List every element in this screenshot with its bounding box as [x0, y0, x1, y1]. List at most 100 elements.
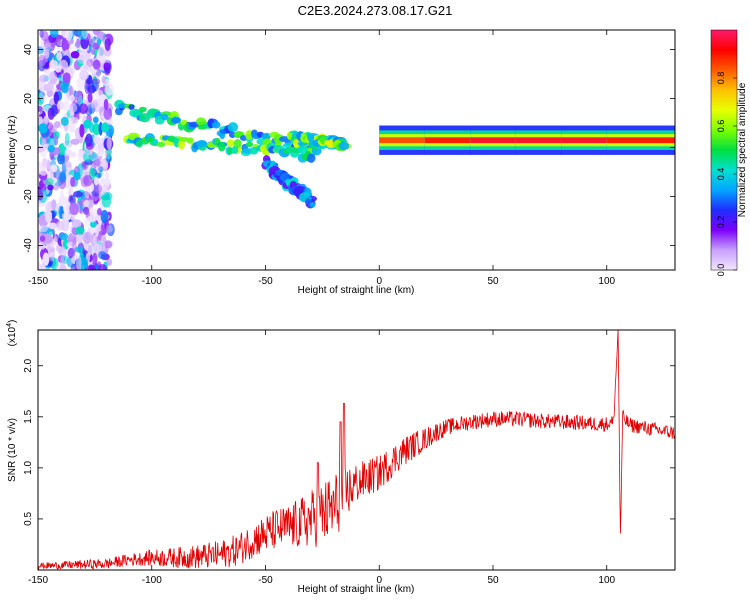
spectrogram-streak-blob	[293, 138, 301, 149]
snr-x-tick-label: -150	[28, 575, 48, 586]
spectrogram-noise-blob	[68, 122, 76, 133]
spectrogram-noise-blob	[88, 199, 94, 208]
snr-y-multiplier-base: (x10	[7, 326, 18, 346]
spectrogram-noise-blob	[39, 74, 48, 83]
snr-x-ticks: -150 -100 -50 0 50 100	[28, 330, 616, 586]
spectrogram-streak-blob	[170, 117, 181, 124]
spectrogram-noise-blob	[56, 38, 61, 46]
spectrogram-noise-blob	[62, 205, 68, 213]
spectrogram-noise-blob	[57, 153, 65, 165]
spectrogram-noise-blob	[93, 243, 102, 254]
spectrogram-streak-blob	[297, 144, 308, 154]
spectrogram-noise-blob	[56, 52, 63, 61]
spectrogram-noise-blob	[52, 183, 60, 191]
spectrogram-streak-blob	[309, 202, 316, 208]
spectrogram-noise-blob	[92, 59, 101, 70]
spectrogram-noise-blob	[104, 171, 110, 181]
spectrogram-noise-blob	[67, 188, 74, 196]
spectrogram-noise-blob	[90, 48, 95, 55]
spectrogram-streak-blob	[249, 146, 259, 155]
spectrogram-streak-blob	[233, 138, 242, 149]
spectrogram-noise-blob	[49, 71, 58, 85]
spectrogram-noise-blob	[72, 219, 82, 229]
spectrogram-noise-blob	[53, 91, 60, 105]
spectrogram-noise-blob	[98, 46, 105, 57]
spectrogram-noise-blob	[83, 119, 92, 129]
spectrogram-y-tick-label: 0	[23, 144, 34, 150]
spectrogram-panel: -150 -100 -50 0 50 100 -40 -20 0 20 40 Height of …	[7, 29, 676, 296]
spectrogram-noise-blob	[61, 83, 69, 94]
spectrogram-streak-blob	[245, 141, 254, 148]
snr-y-tick-label: 0.5	[23, 512, 34, 526]
snr-x-tick-label: 50	[487, 575, 499, 586]
spectrogram-noise-blob	[38, 46, 45, 55]
spectrogram-noise-blob	[64, 161, 72, 168]
spectrogram-streak-blob	[227, 122, 239, 133]
spectrogram-noise-blob	[47, 137, 57, 147]
spectrogram-frame	[37, 29, 676, 271]
spectrogram-noise-blob	[83, 199, 90, 208]
spectrogram-content	[38, 30, 675, 270]
spectrogram-x-tick-label: -100	[142, 276, 162, 287]
spectrogram-band	[515, 137, 562, 144]
snr-y-tick-label: 2.0	[23, 358, 34, 372]
spectrogram-noise-blob	[79, 123, 85, 138]
spectrogram-noise-blob	[87, 215, 97, 223]
spectrogram-noise-blob	[45, 210, 53, 224]
spectrogram-noise-blob	[50, 30, 59, 38]
spectrogram-noise-blob	[92, 123, 101, 136]
spectrogram-noise-blob	[41, 138, 47, 152]
spectrogram-streak-blob	[196, 139, 208, 148]
spectrogram-noise-blob	[58, 205, 63, 220]
spectrogram-y-ticks: -40 -20 0 20 40	[23, 44, 675, 253]
snr-x-tick-label: -100	[142, 575, 162, 586]
spectrogram-noise-blob	[101, 122, 110, 133]
spectrogram-noise-blob	[75, 226, 85, 235]
spectrogram-y-label: Frequency (Hz)	[7, 116, 18, 185]
spectrogram-noise-blob	[39, 166, 48, 176]
spectrogram-noise-blob	[82, 231, 92, 244]
spectrogram-noise-blob	[86, 60, 92, 72]
spectrogram-noise-blob	[62, 72, 71, 84]
spectrogram-noise-blob	[105, 155, 112, 163]
spectrogram-band	[470, 137, 517, 144]
snr-y-tick-label: 1.0	[23, 460, 34, 474]
spectrogram-noise-blob	[85, 143, 94, 150]
spectrogram-noise-blob	[100, 209, 109, 224]
spectrogram-streak-blob	[156, 141, 166, 148]
snr-x-tick-label: 0	[376, 575, 382, 586]
spectrogram-noise-blob	[104, 38, 111, 51]
spectrogram-noise-blob	[103, 98, 109, 111]
spectrogram-noise-blob	[46, 122, 54, 131]
spectrogram-noise-blob	[105, 258, 113, 266]
colorbar-ticks: 0.0 0.2 0.4 0.6 0.8	[716, 72, 737, 276]
spectrogram-streak-blob	[138, 106, 147, 113]
spectrogram-noise-blob	[70, 51, 80, 59]
spectrogram-noise-blob	[96, 38, 102, 45]
spectrogram-noise-blob	[42, 234, 53, 244]
spectrogram-noise-blob	[76, 38, 81, 49]
spectrogram-noise-blob	[72, 237, 77, 252]
spectrogram-band	[561, 137, 608, 144]
spectrogram-noise-blob	[81, 103, 87, 112]
spectrogram-noise-blob	[41, 30, 49, 42]
spectrogram-noise-blob	[101, 75, 107, 84]
spectrogram-noise-blob	[73, 190, 83, 198]
spectrogram-noise-blob	[48, 59, 59, 70]
spectrogram-x-tick-label: 50	[487, 276, 499, 287]
spectrogram-streak-blob	[211, 121, 221, 129]
spectrogram-y-tick-label: 20	[23, 93, 34, 105]
spectrogram-streak-blob	[135, 139, 144, 148]
spectrogram-noise-blob	[55, 264, 66, 270]
spectrogram-streak-blob	[306, 153, 316, 163]
spectrogram-y-tick-label: -40	[23, 238, 34, 253]
spectrogram-noise-blob	[76, 233, 83, 244]
spectrogram-y-tick-label: 40	[23, 44, 34, 56]
spectrogram-noise-blob	[64, 148, 72, 157]
spectrogram-noise-blob	[93, 177, 99, 186]
snr-series-line	[38, 330, 675, 570]
spectrogram-noise-blob	[50, 104, 58, 117]
spectrogram-noise-blob	[58, 246, 67, 257]
spectrogram-noise-blob	[98, 166, 104, 173]
